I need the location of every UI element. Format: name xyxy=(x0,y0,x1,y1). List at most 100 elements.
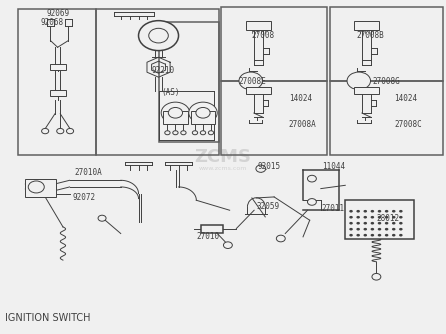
Circle shape xyxy=(385,234,388,236)
Bar xyxy=(96,9,219,155)
Bar xyxy=(201,224,223,232)
Circle shape xyxy=(165,131,170,135)
Bar xyxy=(330,7,443,80)
Bar xyxy=(246,87,271,94)
Circle shape xyxy=(139,21,178,50)
Circle shape xyxy=(192,131,198,135)
Circle shape xyxy=(363,222,367,224)
Circle shape xyxy=(347,72,371,90)
Bar xyxy=(330,80,443,155)
Circle shape xyxy=(223,242,232,248)
Circle shape xyxy=(372,274,381,280)
Text: 92069: 92069 xyxy=(46,9,69,18)
Circle shape xyxy=(161,102,190,124)
Circle shape xyxy=(385,228,388,230)
Text: IGNITION SWITCH: IGNITION SWITCH xyxy=(5,313,91,323)
Circle shape xyxy=(356,228,360,230)
Circle shape xyxy=(371,222,374,224)
Circle shape xyxy=(66,128,74,134)
Circle shape xyxy=(385,222,388,224)
Circle shape xyxy=(356,234,360,236)
Text: 92068: 92068 xyxy=(41,18,64,27)
Bar xyxy=(354,21,380,30)
Text: 27008E: 27008E xyxy=(238,77,266,86)
Circle shape xyxy=(385,210,388,212)
Circle shape xyxy=(239,72,263,90)
Text: 11044: 11044 xyxy=(322,162,345,170)
Text: 27008B: 27008B xyxy=(356,31,384,40)
Text: 27008A: 27008A xyxy=(289,120,317,129)
Circle shape xyxy=(371,234,374,236)
Circle shape xyxy=(98,215,106,221)
Circle shape xyxy=(392,222,396,224)
Circle shape xyxy=(356,210,360,212)
Bar xyxy=(25,179,56,197)
Circle shape xyxy=(57,128,64,134)
Circle shape xyxy=(378,228,381,230)
Circle shape xyxy=(307,175,316,182)
Text: 27008G: 27008G xyxy=(373,77,401,86)
Circle shape xyxy=(392,216,396,218)
Circle shape xyxy=(371,210,374,212)
Text: 14024: 14024 xyxy=(289,94,312,103)
Circle shape xyxy=(399,210,403,212)
Text: 27010A: 27010A xyxy=(74,168,102,177)
Circle shape xyxy=(349,210,353,212)
Circle shape xyxy=(385,216,388,218)
Text: ZCMS: ZCMS xyxy=(194,148,252,166)
Text: 92072: 92072 xyxy=(73,193,96,202)
Circle shape xyxy=(399,228,403,230)
Circle shape xyxy=(200,131,206,135)
Circle shape xyxy=(256,165,266,172)
Circle shape xyxy=(363,210,367,212)
Circle shape xyxy=(277,235,285,242)
Circle shape xyxy=(181,131,186,135)
Text: 32059: 32059 xyxy=(257,202,280,211)
Circle shape xyxy=(399,216,403,218)
Circle shape xyxy=(356,222,360,224)
Bar xyxy=(221,7,327,80)
Bar xyxy=(221,80,327,155)
Circle shape xyxy=(173,131,178,135)
Text: www.zcms.com: www.zcms.com xyxy=(199,166,247,171)
Text: 27010: 27010 xyxy=(196,232,219,241)
Text: 27008C: 27008C xyxy=(395,120,422,129)
Circle shape xyxy=(392,210,396,212)
Circle shape xyxy=(41,128,49,134)
Bar xyxy=(190,111,215,125)
Bar xyxy=(246,21,271,30)
Circle shape xyxy=(349,234,353,236)
Text: 27011: 27011 xyxy=(322,204,345,213)
Circle shape xyxy=(399,234,403,236)
Circle shape xyxy=(378,216,381,218)
Text: 27008: 27008 xyxy=(252,31,275,40)
Circle shape xyxy=(349,222,353,224)
Circle shape xyxy=(28,181,44,193)
Bar xyxy=(345,200,414,238)
Circle shape xyxy=(371,216,374,218)
Circle shape xyxy=(307,199,316,205)
Bar xyxy=(50,91,66,97)
Bar xyxy=(163,111,188,125)
Circle shape xyxy=(168,108,182,118)
Circle shape xyxy=(149,28,168,43)
Circle shape xyxy=(363,216,367,218)
Bar xyxy=(158,22,219,142)
Circle shape xyxy=(378,222,381,224)
Circle shape xyxy=(371,228,374,230)
Circle shape xyxy=(378,234,381,236)
Circle shape xyxy=(208,131,214,135)
Circle shape xyxy=(363,228,367,230)
Text: 14024: 14024 xyxy=(395,94,418,103)
Bar xyxy=(18,9,96,155)
Circle shape xyxy=(392,234,396,236)
Text: (AS): (AS) xyxy=(161,88,180,97)
Bar xyxy=(50,63,66,69)
Text: 92015: 92015 xyxy=(258,162,281,170)
Circle shape xyxy=(196,108,210,118)
Bar xyxy=(354,87,379,94)
Circle shape xyxy=(399,222,403,224)
Circle shape xyxy=(363,234,367,236)
Circle shape xyxy=(349,228,353,230)
Circle shape xyxy=(349,216,353,218)
